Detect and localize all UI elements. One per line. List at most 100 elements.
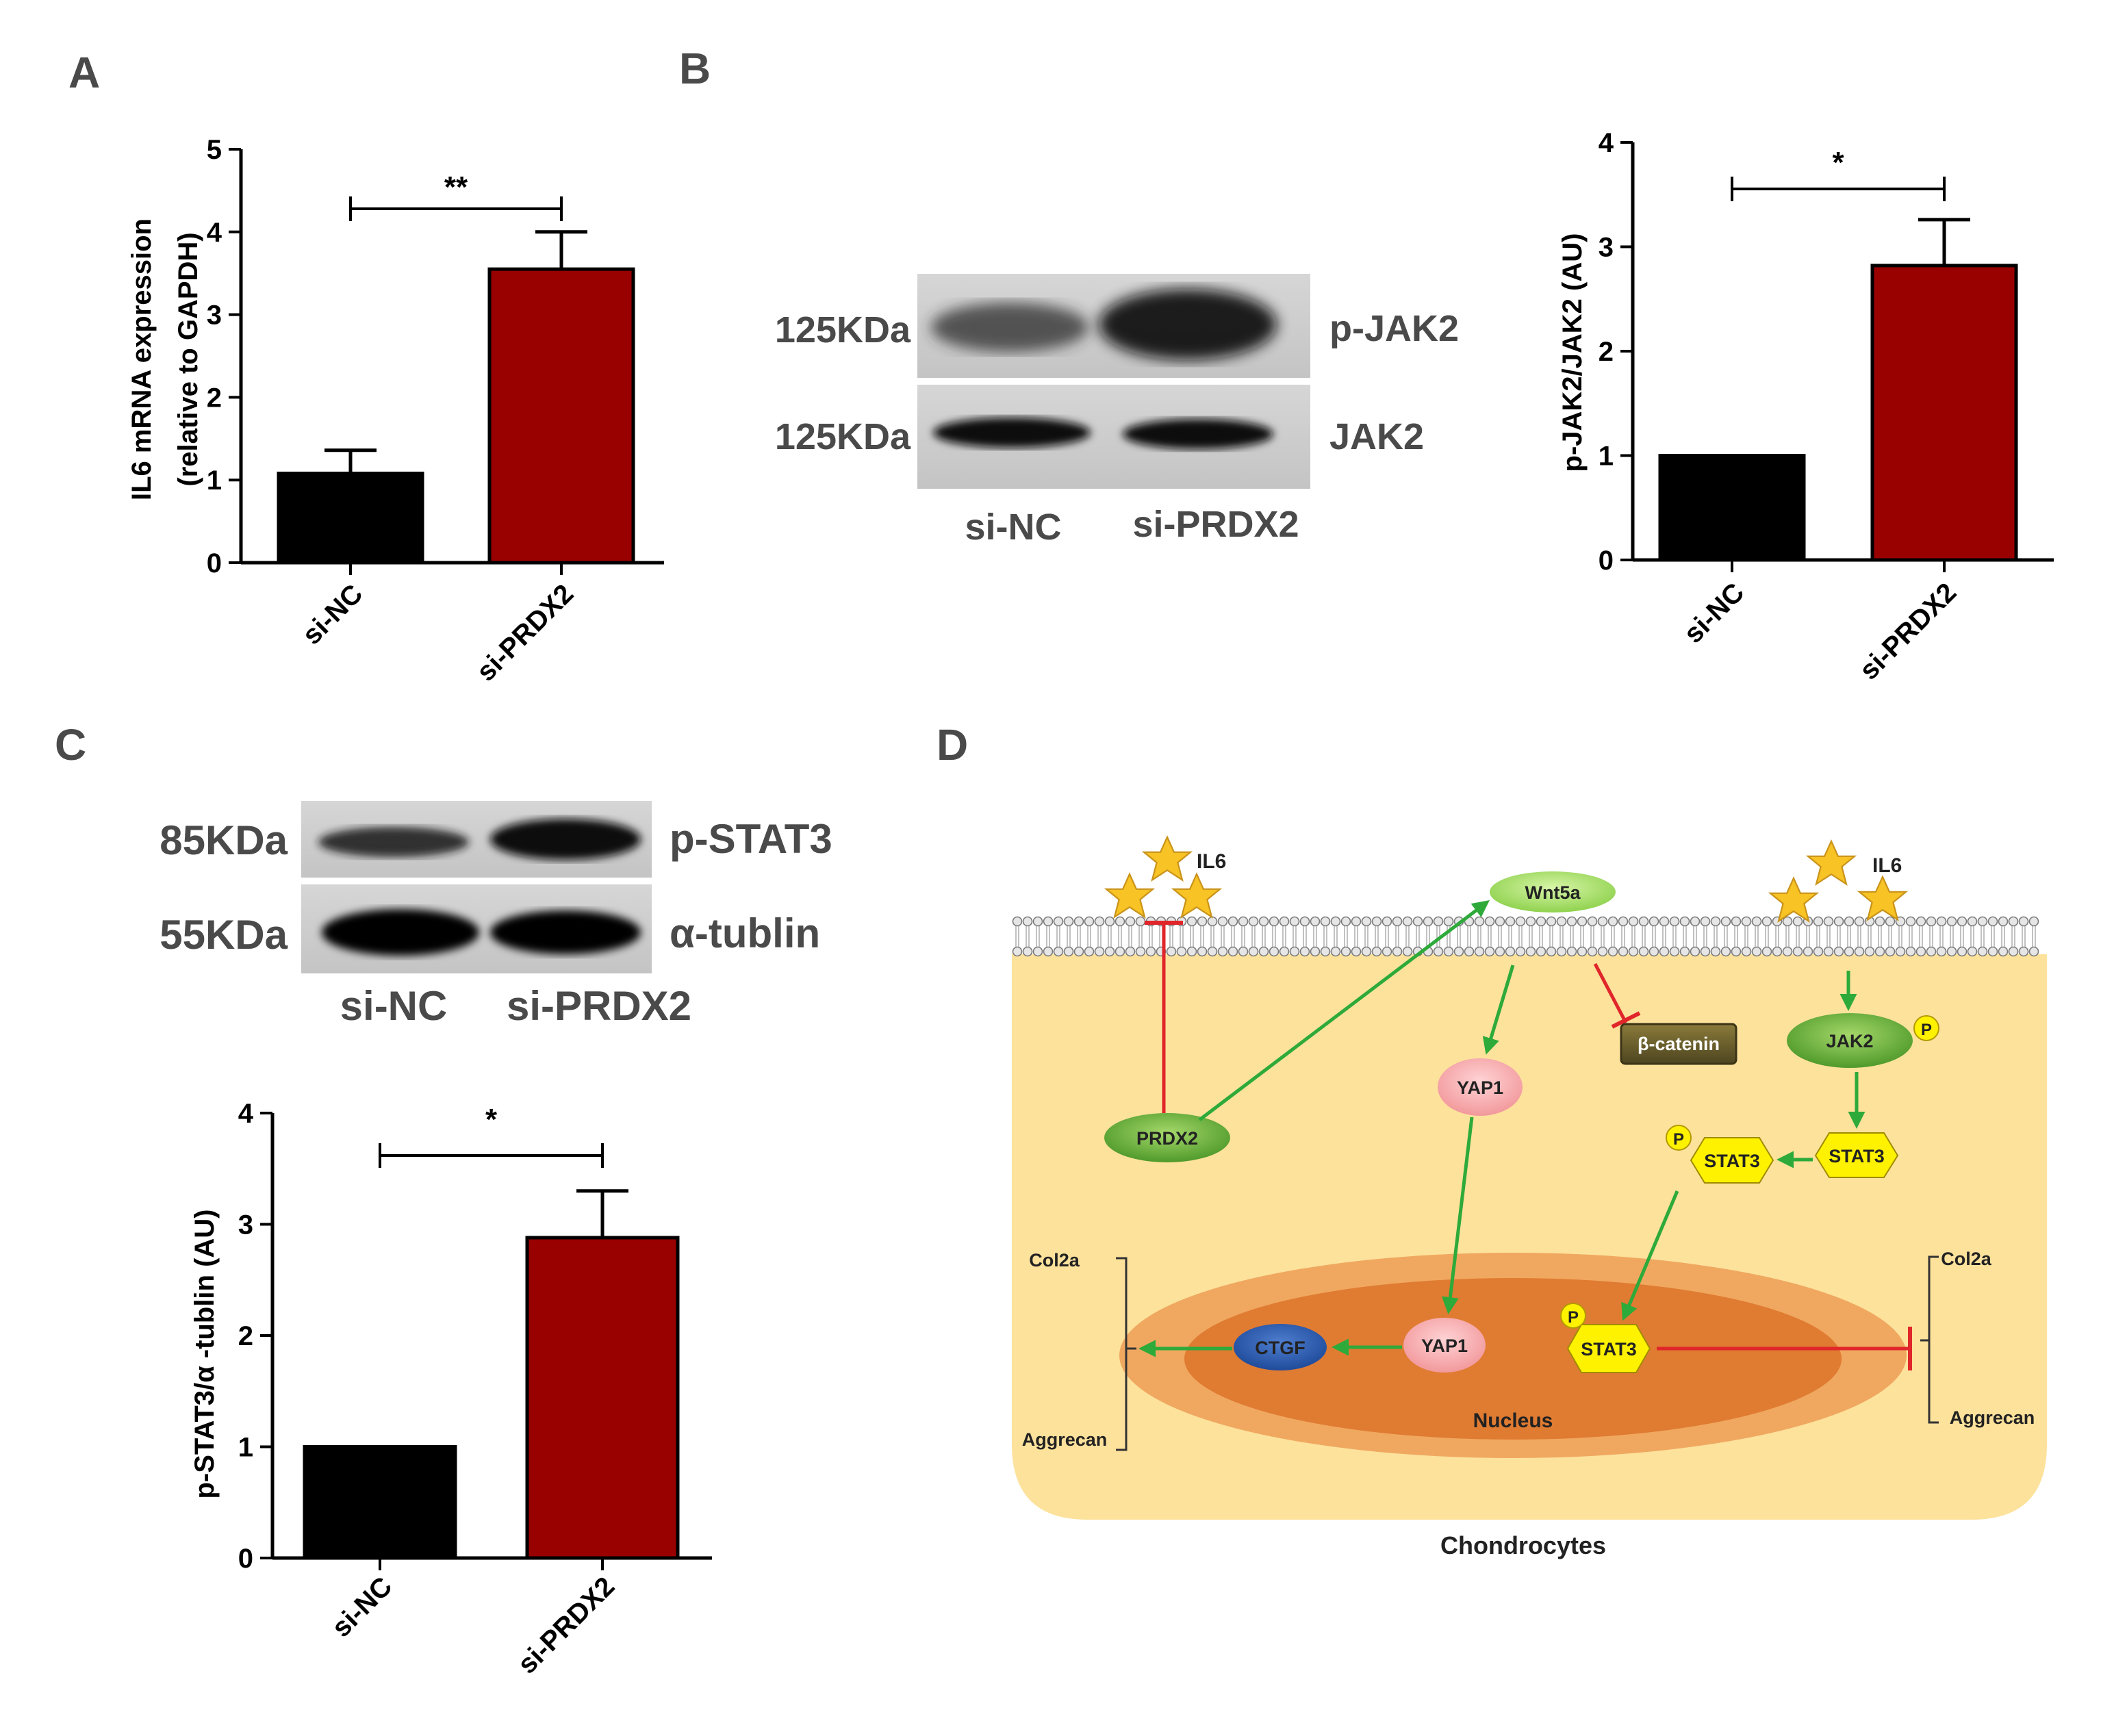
lipid-head-top [1854,916,1865,927]
lipid-head-bottom [1464,946,1475,957]
y-tick-label: 4 [238,1099,254,1129]
prdx2-node [1104,1113,1230,1162]
lipid-head-top [1874,916,1885,927]
lipid-head-bottom [1248,946,1259,957]
beta-catenin-label: β-catenin [1638,1034,1720,1054]
yap1-nucleus-node [1403,1318,1486,1373]
lipid-head-top [1402,916,1413,927]
y-tick-label: 2 [207,383,222,413]
lipid-head-bottom [1823,946,1834,957]
lipid-head-bottom [1659,946,1670,957]
lipid-head-bottom [1022,946,1033,957]
lipid-head-bottom [1279,946,1290,957]
lipid-head-bottom [1998,946,2009,957]
band-c-row2-lane2 [490,910,641,954]
lipid-head-top [1597,916,1608,927]
beta-catenin-node [1620,1023,1737,1065]
y-tick-label: 2 [238,1321,253,1351]
lipid-head-top [1351,916,1362,927]
lipid-head-top [1936,916,1947,927]
lipid-head-top [1505,916,1516,927]
lipid-head-bottom [1597,946,1608,957]
lipid-head-top [1967,916,1978,927]
lipid-head-bottom [1073,946,1084,957]
lipid-head-top [1371,916,1382,927]
lipid-head-bottom [1864,946,1875,957]
lipid-head-top [1515,916,1526,927]
il6-star-right-1 [1805,839,1857,886]
lipid-head-top [1381,916,1392,927]
y-tick-label: 4 [1599,128,1614,158]
lipid-head-bottom [1710,946,1721,957]
lipid-head-bottom [1987,946,1998,957]
x-tick-label: si-NC [1678,577,1750,649]
pstat3-cytoplasm-phospho-label: P [1673,1130,1684,1149]
band-b-row2-lane2 [1123,419,1273,449]
pstat3-nucleus-label: STAT3 [1581,1339,1637,1360]
lipid-head-bottom [1176,946,1187,957]
lipid-head-bottom [2028,946,2039,957]
y-tick-label: 3 [207,301,222,331]
wnt5a-to-yap1-arrow [1482,965,1515,1055]
lipid-head-top [1957,916,1968,927]
lipid-head-top [1032,916,1043,927]
lipid-head-bottom [1936,946,1947,957]
lipid-head-bottom [1556,946,1567,957]
lipid-head-bottom [1269,946,1279,957]
lipid-head-top [1012,916,1023,927]
lipid-head-top [1628,916,1639,927]
y-tick-label: 1 [207,465,222,496]
chart-b-ylabel: p-JAK2/JAK2 (AU) [1557,233,1588,472]
lipid-head-top [1125,916,1136,927]
lipid-head-bottom [1402,946,1413,957]
col2a-left-label: Col2a [1029,1250,1080,1271]
blot-c-protein-1: p-STAT3 [670,816,832,862]
y-tick-label: 0 [1599,546,1614,576]
pstat3-nucleus-phospho-badge [1560,1303,1586,1329]
lipid-head-top [1484,916,1495,927]
y-tick-label: 3 [1599,233,1614,263]
chart-a-ylabel-line2: (relative to GAPDH) [173,232,203,486]
lipid-head-top [1494,916,1505,927]
ctgf-label: CTGF [1255,1338,1306,1358]
lipid-head-top [1833,916,1844,927]
lipid-head-top [1792,916,1803,927]
y-tick-label: 2 [1599,337,1614,367]
lipid-head-bottom [1084,946,1095,957]
lipid-head-top [1063,916,1074,927]
lipid-head-top [1022,916,1033,927]
lipid-head-bottom [1525,946,1536,957]
lipid-head-top [1659,916,1670,927]
lipid-head-top [1238,916,1249,927]
x-tick-label: si-NC [296,578,368,650]
lipid-head-bottom [1731,946,1742,957]
lipid-head-bottom [1690,946,1701,957]
lipid-head-bottom [1587,946,1598,957]
il6-star-left-2 [1104,872,1156,919]
lipid-head-top [1618,916,1629,927]
lipid-head-bottom [1700,946,1711,957]
lipid-head-top [1751,916,1762,927]
lipid-head-bottom [1833,946,1844,957]
bar-si-PRDX2 [525,1236,680,1560]
nucleus-label: Nucleus [1473,1409,1553,1432]
lipid-head-top [1269,916,1279,927]
lipid-head-bottom [1669,946,1680,957]
lipid-head-bottom [1197,946,1208,957]
bar-si-NC [1658,454,1806,562]
lipid-head-bottom [1238,946,1249,957]
lipid-head-top [1423,916,1434,927]
yap1-nucleus-label: YAP1 [1421,1336,1468,1356]
lipid-head-bottom [1043,946,1054,957]
panel-letter-d: D [937,720,968,769]
lipid-head-bottom [1361,946,1372,957]
lipid-head-top [1525,916,1536,927]
x-tick-label: si-PRDX2 [512,1571,620,1679]
lipid-head-bottom [1310,946,1321,957]
wnt5a-node [1490,871,1616,912]
lipid-head-bottom [1032,946,1043,957]
stat3-node [1814,1132,1899,1178]
lipid-head-bottom [1115,946,1125,957]
left-target-bracket [1116,1257,1136,1451]
